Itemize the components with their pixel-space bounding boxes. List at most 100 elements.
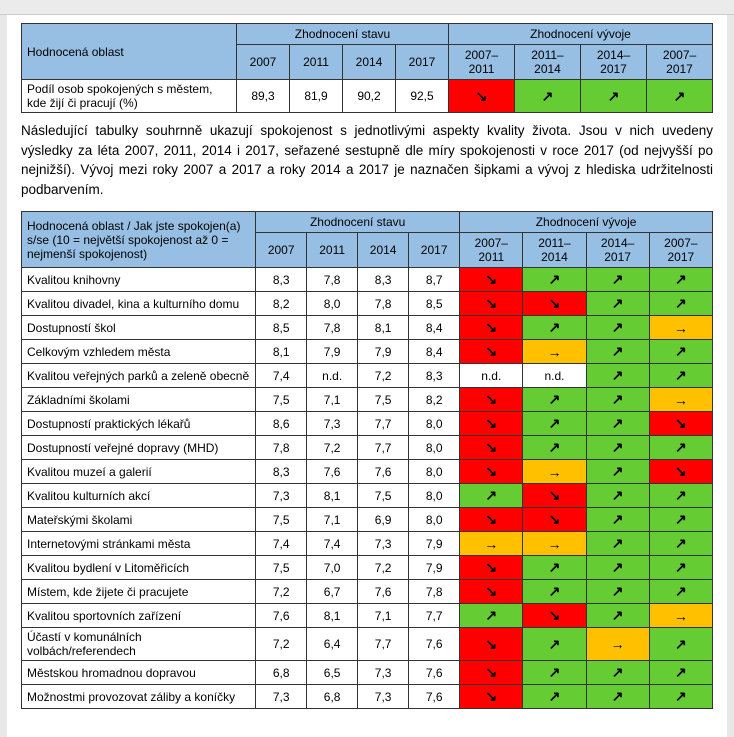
trend-cell: ↗	[649, 685, 712, 709]
trend-cell: →	[523, 460, 586, 484]
trend-cell: ↘	[460, 316, 523, 340]
cell: 6,8	[307, 685, 358, 709]
trend-cell: ↗	[649, 532, 712, 556]
trend-cell: →	[460, 532, 523, 556]
trend-cell: ↘	[460, 685, 523, 709]
cell: 8,3	[409, 364, 460, 388]
cell: 7,9	[307, 340, 358, 364]
cell: 6,8	[256, 661, 307, 685]
trend-cell: ↗	[649, 661, 712, 685]
trend-cell: ↘	[460, 661, 523, 685]
cell: 8,6	[256, 412, 307, 436]
trend-cell: ↗	[649, 580, 712, 604]
trend-cell: ↗	[649, 436, 712, 460]
cell: 7,8	[409, 580, 460, 604]
hdr-state: Zhodnocení stavu	[237, 24, 449, 45]
table-row: Kvalitou sportovních zařízení7,68,17,17,…	[22, 604, 713, 628]
trend-cell: ↗	[523, 685, 586, 709]
cell: 6,5	[307, 661, 358, 685]
cell: 7,0	[307, 556, 358, 580]
hdr-p4: 2007– 2017	[647, 45, 713, 80]
trend-cell: ↗	[581, 80, 647, 113]
trend-cell: ↗	[586, 580, 649, 604]
cell: 7,6	[256, 604, 307, 628]
cell: 7,6	[409, 685, 460, 709]
cell: 7,7	[358, 628, 409, 661]
cell: 7,8	[256, 436, 307, 460]
trend-cell: ↗	[523, 316, 586, 340]
hdr-2017: 2017	[409, 233, 460, 268]
trend-cell: ↗	[649, 484, 712, 508]
cell: 7,1	[307, 508, 358, 532]
cell: 8,5	[256, 316, 307, 340]
hdr-p1: 2007– 2011	[449, 45, 515, 80]
cell: 7,1	[307, 388, 358, 412]
cell: 7,2	[256, 628, 307, 661]
cell: 8,4	[409, 340, 460, 364]
row-label: Mateřskými školami	[22, 508, 256, 532]
table-row: Mateřskými školami7,57,16,98,0↘↘↗↗	[22, 508, 713, 532]
cell: 8,0	[307, 292, 358, 316]
hdr-2011: 2011	[290, 45, 343, 80]
trend-cell: n.d.	[460, 364, 523, 388]
trend-cell: ↗	[647, 80, 713, 113]
cell: 7,9	[409, 556, 460, 580]
hdr-p4: 2007– 2017	[649, 233, 712, 268]
trend-cell: ↘	[460, 628, 523, 661]
cell: 7,2	[256, 580, 307, 604]
cell: 8,2	[409, 388, 460, 412]
hdr-2014: 2014	[358, 233, 409, 268]
table-row: Dostupností veřejné dopravy (MHD)7,87,27…	[22, 436, 713, 460]
trend-cell: ↗	[523, 556, 586, 580]
cell: 8,3	[358, 268, 409, 292]
cell: 7,6	[358, 580, 409, 604]
table-row: Možnostmi provozovat záliby a koníčky7,3…	[22, 685, 713, 709]
trend-cell: ↗	[586, 508, 649, 532]
trend-cell: ↗	[649, 364, 712, 388]
row-label: Dostupností škol	[22, 316, 256, 340]
row-label: Městskou hromadnou dopravou	[22, 661, 256, 685]
table-row: Kvalitou bydlení v Litoměřicích7,57,07,2…	[22, 556, 713, 580]
row-label: Podíl osob spokojených s městem, kde žij…	[22, 80, 237, 113]
cell: 8,1	[358, 316, 409, 340]
trend-cell: ↘	[460, 508, 523, 532]
cell: 8,0	[409, 508, 460, 532]
cell: 7,8	[307, 268, 358, 292]
trend-cell: ↘	[460, 388, 523, 412]
trend-cell: ↗	[649, 268, 712, 292]
cell: 7,6	[307, 460, 358, 484]
trend-cell: ↗	[586, 412, 649, 436]
cell: 7,8	[307, 316, 358, 340]
cell: 7,3	[307, 412, 358, 436]
hdr-2017: 2017	[396, 45, 449, 80]
row-label: Internetovými stránkami města	[22, 532, 256, 556]
cell: 7,3	[358, 661, 409, 685]
cell: 7,7	[358, 412, 409, 436]
trend-cell: ↗	[523, 628, 586, 661]
trend-cell: ↗	[649, 508, 712, 532]
trend-cell: ↘	[523, 508, 586, 532]
trend-cell: ↗	[586, 388, 649, 412]
trend-cell: ↗	[523, 580, 586, 604]
trend-cell: →	[649, 604, 712, 628]
hdr-2007: 2007	[237, 45, 290, 80]
table-row: Základními školami7,57,17,58,2↘↗↗→	[22, 388, 713, 412]
row-label: Kvalitou knihovny	[22, 268, 256, 292]
cell: 7,4	[307, 532, 358, 556]
table-row: Městskou hromadnou dopravou6,86,57,37,6↘…	[22, 661, 713, 685]
trend-cell: ↗	[586, 556, 649, 580]
cell: 8,5	[409, 292, 460, 316]
cell: 81,9	[290, 80, 343, 113]
trend-cell: ↗	[586, 532, 649, 556]
hdr-2011: 2011	[307, 233, 358, 268]
row-label: Celkovým vzhledem města	[22, 340, 256, 364]
cell: 8,0	[409, 484, 460, 508]
table-detail: Hodnocená oblast / Jak jste spokojen(a) …	[21, 211, 713, 709]
cell: 6,9	[358, 508, 409, 532]
trend-cell: ↘	[523, 604, 586, 628]
toolbar	[0, 0, 734, 15]
cell: 7,3	[256, 484, 307, 508]
trend-cell: ↗	[586, 436, 649, 460]
trend-cell: ↗	[586, 316, 649, 340]
hdr-trend: Zhodnocení vývoje	[449, 24, 713, 45]
